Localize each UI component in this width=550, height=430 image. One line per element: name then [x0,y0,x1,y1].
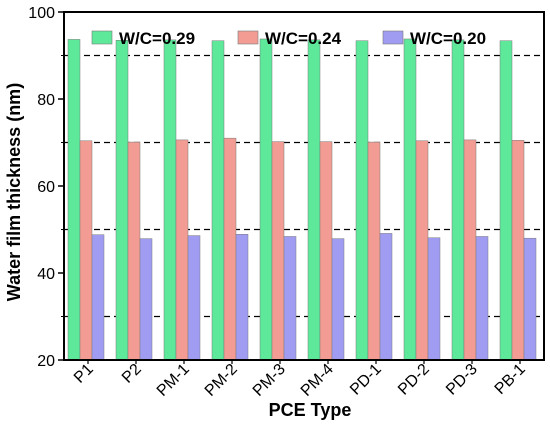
bar [211,40,225,361]
bars [67,38,537,361]
legend-swatch [237,30,259,45]
x-tick-label: PM-2 [202,361,241,400]
bar [523,237,537,361]
legend-label: W/C=0.29 [119,29,195,48]
bar [67,39,81,361]
legend-label: W/C=0.24 [265,29,342,48]
x-tick-label: P1 [71,361,97,387]
y-tick-label: 100 [28,5,55,22]
bar [271,141,285,361]
bar [259,38,273,361]
bar [283,236,297,361]
x-tick-label: PD-1 [347,361,385,399]
bar [451,39,465,361]
y-tick-label: 20 [37,353,55,370]
bar [331,238,345,361]
legend: W/C=0.29 W/C=0.24 W/C=0.20 [91,29,486,48]
x-tick-label: PB-1 [492,361,529,398]
x-tick-label: PM-3 [250,361,289,400]
bar [427,237,441,361]
bar [163,39,177,361]
x-tick-label: PD-3 [443,361,481,399]
bar [223,137,237,361]
bar [139,238,153,361]
bar [91,234,105,361]
y-axis-ticks: 20 40 60 80 100 [28,5,64,370]
bar [187,235,201,361]
y-tick-label: 80 [37,92,55,109]
bar [403,38,417,361]
y-tick-label: 60 [37,179,55,196]
bar [319,141,333,361]
legend-swatch [382,30,404,45]
bar [127,141,141,361]
bar [79,140,93,361]
x-axis-ticks: P1 P2 PM-1 PM-2 PM-3 PM-4 PD-1 PD-2 PD-3 PB-1 [71,360,529,400]
x-axis-title: PCE Type [269,400,352,420]
bar [379,233,393,361]
bar [175,139,189,361]
bar [463,139,477,361]
x-tick-label: PD-2 [395,361,433,399]
bar [115,40,129,361]
legend-label: W/C=0.20 [410,29,486,48]
bar [499,40,513,361]
bar [511,140,525,361]
bar [415,140,429,361]
x-tick-label: P2 [119,361,145,387]
bar [307,39,321,361]
bar [355,40,369,361]
y-axis-title: Water film thickness (nm) [4,83,24,301]
x-tick-label: PM-1 [154,361,193,400]
bar [235,234,249,361]
x-tick-label: PM-4 [298,361,337,400]
bar [475,236,489,361]
legend-swatch [91,30,113,45]
y-tick-label: 40 [37,266,55,283]
bar [367,141,381,361]
